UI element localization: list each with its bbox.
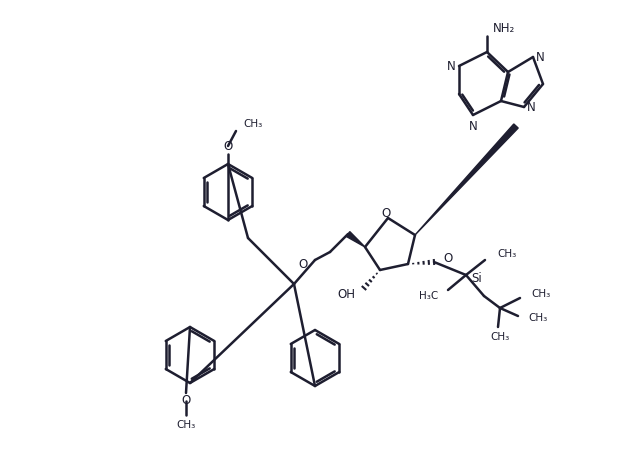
Text: N: N [447, 60, 456, 72]
Text: N: N [468, 120, 477, 133]
Text: N: N [536, 50, 545, 63]
Text: H₃C: H₃C [419, 291, 438, 301]
Polygon shape [346, 232, 365, 247]
Text: O: O [181, 394, 191, 407]
Text: O: O [299, 258, 308, 271]
Text: N: N [527, 101, 536, 113]
Text: O: O [381, 206, 390, 219]
Text: CH₃: CH₃ [497, 249, 516, 259]
Text: NH₂: NH₂ [493, 22, 515, 34]
Text: O: O [223, 140, 232, 152]
Text: CH₃: CH₃ [243, 119, 262, 129]
Text: CH₃: CH₃ [531, 289, 550, 299]
Polygon shape [415, 124, 518, 235]
Text: CH₃: CH₃ [490, 332, 509, 342]
Text: CH₃: CH₃ [528, 313, 547, 323]
Text: Si: Si [471, 273, 482, 285]
Text: CH₃: CH₃ [177, 420, 196, 430]
Text: OH: OH [337, 289, 355, 301]
Text: O: O [443, 251, 452, 265]
